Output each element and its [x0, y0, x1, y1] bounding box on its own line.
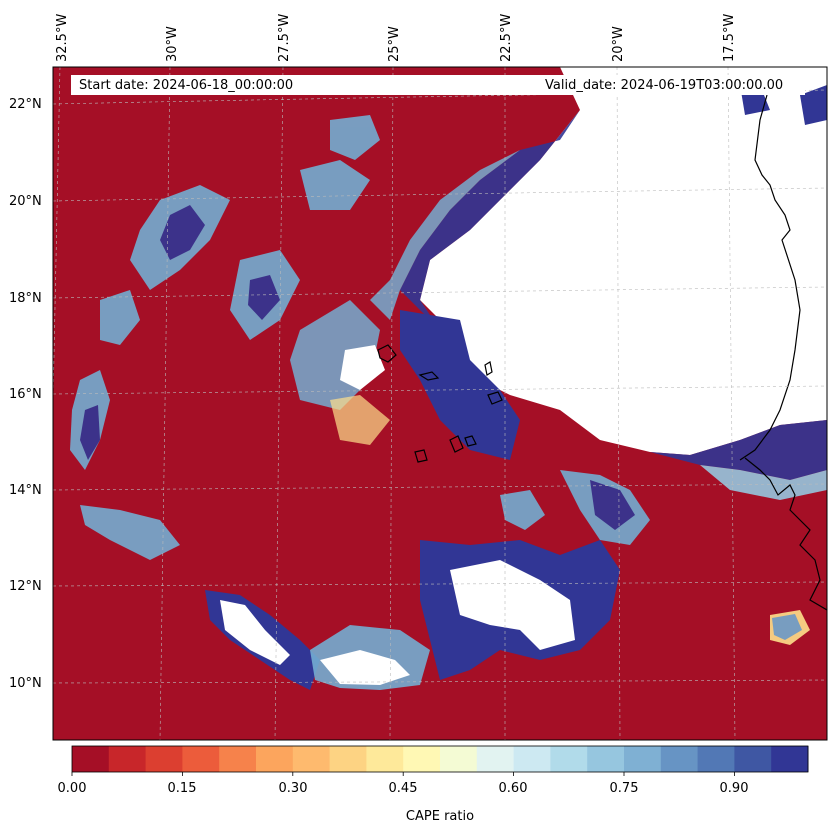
colorbar-tick-label: 0.60: [498, 781, 528, 796]
lat-label: 16°N: [9, 387, 42, 402]
masked-region-south: [450, 560, 575, 650]
colorbar-segment: [72, 746, 110, 772]
lon-label: 20°W: [611, 26, 626, 62]
colorbar-segment: [145, 746, 183, 772]
lon-label: 22.5°W: [499, 13, 514, 62]
colorbar-tick-label: 0.30: [278, 781, 308, 796]
colorbar-segment: [329, 746, 367, 772]
mixed-patch-lower: [330, 395, 390, 445]
high-cape-patch-center: [400, 310, 520, 460]
colorbar-title: CAPE ratio: [405, 809, 475, 824]
colorbar-segment: [366, 746, 404, 772]
masked-region-south-2: [320, 650, 410, 685]
colorbar-segment: [660, 746, 699, 772]
lon-label: 17.5°W: [722, 13, 737, 62]
lon-label: 27.5°W: [277, 13, 292, 62]
lat-label: 14°N: [9, 483, 42, 498]
lon-label: 30°W: [165, 26, 180, 62]
colorbar-segment: [624, 746, 662, 772]
masked-island-1: [340, 345, 385, 390]
colorbar-segment: [734, 746, 772, 772]
colorbar-segment: [403, 746, 441, 772]
start-date-label: Start date: 2024-06-18_00:00:00: [79, 78, 294, 93]
lat-label: 12°N: [9, 579, 42, 594]
date-banner: [71, 75, 805, 95]
lon-label: 25°W: [387, 26, 402, 62]
colorbar-tick-marks: [71, 772, 735, 776]
colorbar-segment: [771, 746, 809, 772]
map-frame: [52, 66, 828, 741]
colorbar-segment: [476, 746, 515, 772]
high-cape-fringe-east: [650, 420, 827, 480]
valid-date-label: Valid_date: 2024-06-19T03:00:00.00: [545, 78, 784, 93]
colorbar-tick-label: 0.90: [719, 781, 749, 796]
colorbar-tick-label: 0.00: [57, 781, 87, 796]
masked-region-southwest: [220, 600, 290, 665]
colorbar-segment: [292, 746, 331, 772]
lat-label: 18°N: [9, 291, 42, 306]
colorbar-segment: [440, 746, 478, 772]
colorbar-segment: [587, 746, 625, 772]
colorbar-segment: [108, 746, 147, 772]
graticule: [53, 67, 827, 740]
colorbar-segment: [697, 746, 735, 772]
coastline-africa: [739, 94, 827, 611]
high-cape-fringe-north: [400, 110, 580, 330]
gradient-fringe-north: [370, 150, 520, 320]
lat-label: 20°N: [9, 194, 42, 209]
colorbar-segment: [550, 746, 588, 772]
scattered-patches-west: [70, 115, 810, 645]
colorbar-segment: [219, 746, 257, 772]
gradient-fringe-east: [700, 465, 827, 500]
colorbar-segment: [256, 746, 294, 772]
colorbar-tick-label: 0.75: [609, 781, 639, 796]
colorbar-frame: [71, 745, 809, 773]
masked-region-northeast: [420, 67, 827, 455]
lat-label: 10°N: [9, 676, 42, 691]
cape-verde-islands: [377, 344, 503, 463]
colorbar-segment: [182, 746, 220, 772]
lat-label: 22°N: [9, 97, 42, 112]
lon-label: 32.5°W: [55, 13, 70, 62]
colorbar-segment: [513, 746, 551, 772]
colorbar-tick-label: 0.15: [167, 781, 197, 796]
colorbar-tick-label: 0.45: [388, 781, 418, 796]
colorbar: [72, 746, 809, 772]
